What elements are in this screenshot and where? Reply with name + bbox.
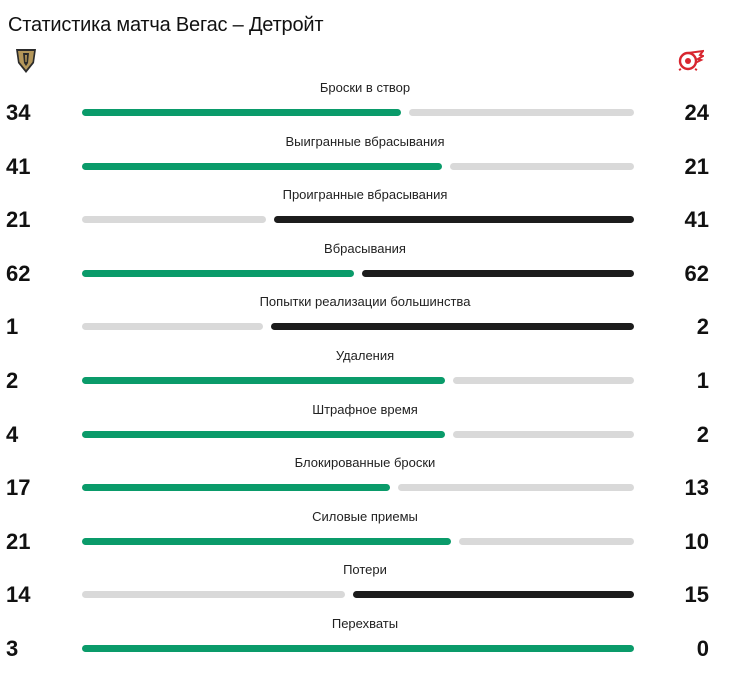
away-bar bbox=[453, 430, 634, 438]
stat-label: Попытки реализации большинства bbox=[259, 294, 471, 310]
away-bar bbox=[453, 376, 634, 384]
away-bar bbox=[362, 269, 634, 277]
away-value: 2 bbox=[696, 421, 709, 447]
stat-row: Попытки реализации большинства 1 2 bbox=[0, 292, 730, 346]
away-bar bbox=[353, 591, 634, 599]
stat-row: Проигранные вбрасывания 21 41 bbox=[0, 185, 730, 239]
stat-row: Броски в створ 34 24 bbox=[0, 78, 730, 132]
comparison-bar bbox=[82, 644, 634, 652]
comparison-bar bbox=[82, 430, 634, 438]
stat-label: Перехваты bbox=[331, 615, 399, 631]
home-value: 21 bbox=[6, 207, 31, 233]
stat-label: Потери bbox=[343, 562, 387, 578]
away-value: 21 bbox=[684, 153, 709, 179]
away-bar bbox=[271, 323, 634, 331]
home-bar bbox=[82, 430, 445, 438]
home-bar bbox=[82, 537, 451, 545]
stat-row: Удаления 2 1 bbox=[0, 346, 730, 400]
stat-label: Выигранные вбрасывания bbox=[285, 133, 445, 149]
home-bar bbox=[82, 109, 401, 116]
home-value: 34 bbox=[6, 100, 31, 125]
stat-label: Броски в створ bbox=[319, 80, 411, 95]
away-value: 13 bbox=[684, 475, 709, 501]
stat-label: Штрафное время bbox=[312, 401, 418, 417]
home-bar bbox=[82, 269, 354, 277]
away-bar bbox=[398, 484, 634, 492]
stat-row: Блокированные броски 17 13 bbox=[0, 453, 730, 507]
home-bar bbox=[82, 591, 345, 599]
stat-row: Силовые приемы 21 10 bbox=[0, 507, 730, 561]
home-value: 14 bbox=[6, 582, 31, 608]
away-bar bbox=[459, 537, 634, 545]
home-value: 62 bbox=[6, 260, 31, 286]
home-value: 1 bbox=[6, 314, 19, 340]
away-value: 1 bbox=[696, 367, 709, 393]
stat-label: Вбрасывания bbox=[324, 240, 406, 256]
home-value: 21 bbox=[6, 528, 31, 554]
home-value: 3 bbox=[6, 635, 19, 661]
stat-label: Проигранные вбрасывания bbox=[282, 187, 448, 203]
stat-label: Удаления bbox=[335, 347, 395, 363]
comparison-bar bbox=[82, 484, 634, 492]
comparison-bar bbox=[82, 269, 634, 277]
home-bar bbox=[82, 376, 445, 384]
vegas-golden-knights-logo-icon bbox=[16, 49, 36, 73]
home-bar bbox=[82, 216, 266, 224]
comparison-bar bbox=[82, 537, 634, 545]
away-value: 2 bbox=[696, 314, 709, 340]
home-value: 4 bbox=[6, 421, 19, 447]
home-value: 2 bbox=[6, 367, 19, 393]
stat-row: Потери 14 15 bbox=[0, 560, 730, 614]
stat-row: Вбрасывания 62 62 bbox=[0, 239, 730, 293]
home-value: 17 bbox=[6, 475, 31, 501]
comparison-bar bbox=[82, 376, 634, 384]
comparison-bar bbox=[82, 591, 634, 599]
stat-label: Силовые приемы bbox=[312, 508, 418, 524]
comparison-bar bbox=[82, 162, 634, 170]
home-value: 41 bbox=[6, 153, 31, 179]
home-bar bbox=[82, 162, 442, 170]
comparison-bar bbox=[82, 109, 634, 116]
home-bar bbox=[82, 323, 263, 331]
comparison-bar bbox=[82, 216, 634, 224]
match-stats-list: Броски в створ 34 24 Выигранные вбрасывания… bbox=[0, 78, 730, 668]
comparison-bar bbox=[82, 323, 634, 331]
away-value: 62 bbox=[684, 260, 709, 286]
home-bar bbox=[82, 644, 634, 652]
away-value: 10 bbox=[684, 528, 709, 554]
stat-label: Блокированные броски bbox=[294, 455, 436, 471]
away-value: 15 bbox=[684, 582, 709, 608]
page-title: Статистика матча Вегас – Детройт bbox=[8, 14, 324, 36]
home-bar bbox=[82, 484, 390, 492]
stat-row: Выигранные вбрасывания 41 21 bbox=[0, 132, 730, 186]
away-value: 41 bbox=[684, 207, 709, 233]
stat-row: Перехваты 3 0 bbox=[0, 614, 730, 668]
stat-row: Штрафное время 4 2 bbox=[0, 400, 730, 454]
away-bar bbox=[274, 216, 634, 224]
detroit-red-wings-logo-icon bbox=[678, 49, 704, 71]
away-bar bbox=[450, 162, 634, 170]
away-value: 24 bbox=[684, 100, 709, 125]
away-bar bbox=[409, 109, 634, 116]
away-value: 0 bbox=[696, 635, 709, 661]
